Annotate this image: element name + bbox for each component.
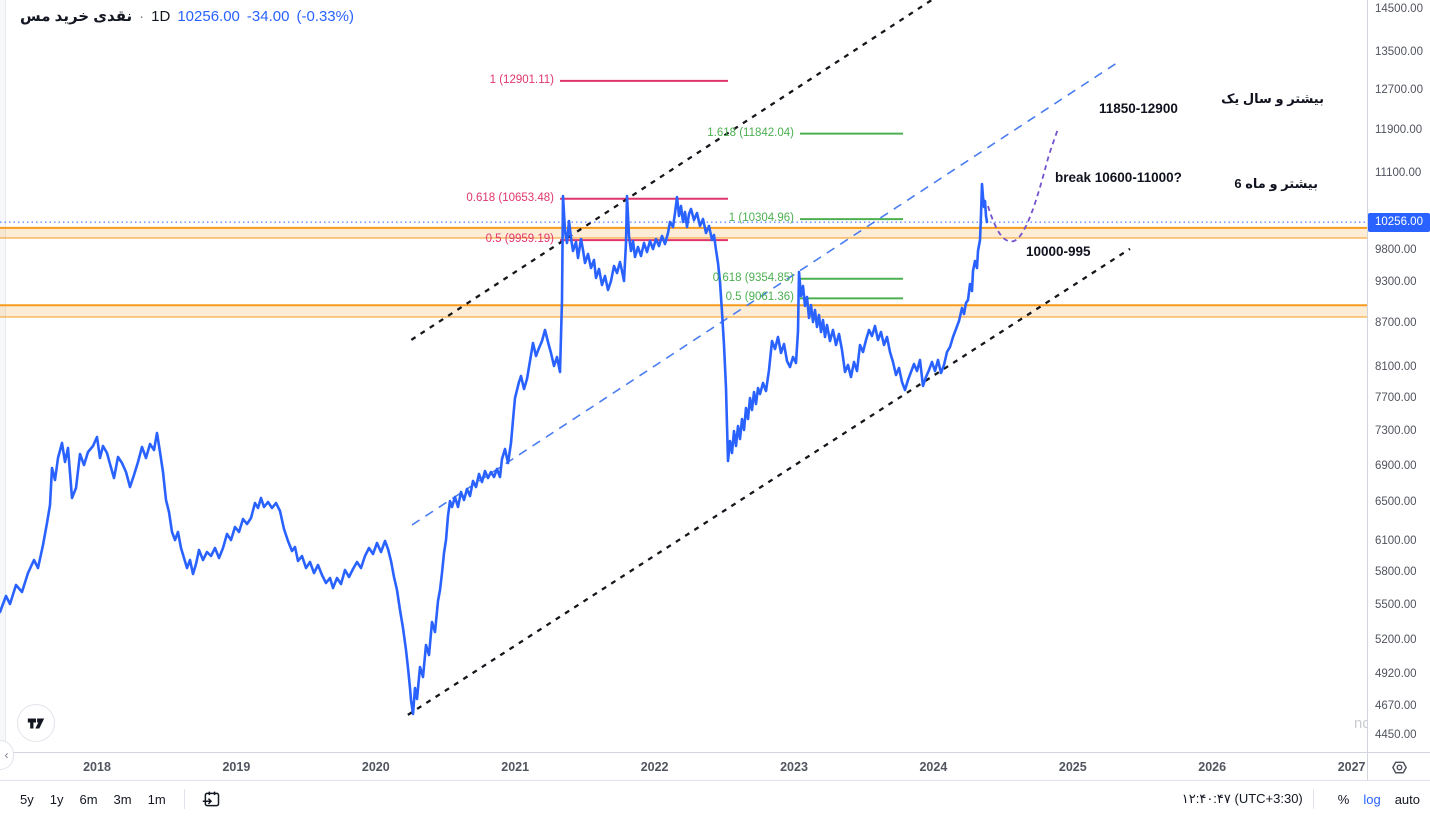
auto-scale-button[interactable]: auto — [1394, 791, 1420, 807]
annotation-break-question[interactable]: break 10600-11000? — [1055, 170, 1182, 185]
lower-channel-dotted[interactable] — [407, 247, 1131, 716]
price-tick-label: 6100.00 — [1375, 535, 1417, 548]
price-tick-label: 9300.00 — [1375, 275, 1417, 288]
left-toolbar-strip — [0, 0, 6, 752]
tradingview-logo[interactable] — [17, 704, 55, 742]
year-tick-label: 2019 — [222, 760, 251, 774]
calendar-icon — [202, 791, 219, 806]
price-tick-label: 4920.00 — [1375, 667, 1417, 680]
price-change-value: -34.00 — [246, 8, 290, 25]
range-button-3m[interactable]: 3m — [113, 791, 132, 807]
fib-extension-label: 0.5 (9061.36) — [725, 291, 794, 304]
price-tick-label: 4450.00 — [1375, 729, 1417, 742]
price-tick-label: 5500.00 — [1375, 599, 1417, 612]
last-price-badge: 10256.00 — [1368, 212, 1430, 232]
tradingview-logo-icon — [27, 718, 45, 729]
range-button-6m[interactable]: 6m — [79, 791, 98, 807]
year-tick-label: 2018 — [83, 760, 111, 774]
price-tick-label: 4670.00 — [1375, 699, 1417, 712]
range-button-1y[interactable]: 1y — [49, 791, 64, 807]
price-tick-label: 5200.00 — [1375, 633, 1417, 646]
price-change-percent: (-0.33%) — [296, 8, 354, 25]
price-tick-label: 13500.00 — [1375, 46, 1423, 59]
year-tick-label: 2020 — [361, 760, 390, 774]
toolbar-divider — [1312, 789, 1314, 809]
fib-retracement-label: 0.5 (9959.19) — [485, 233, 554, 246]
range-button-1m[interactable]: 1m — [147, 791, 166, 807]
axis-corner — [1367, 752, 1430, 781]
fib-extension-label: 1.618 (11842.04) — [707, 126, 794, 139]
price-tick-label: 6900.00 — [1375, 459, 1417, 472]
price-tick-label: 6500.00 — [1375, 496, 1417, 509]
log-scale-button[interactable]: log — [1363, 791, 1381, 807]
fib-retracement-label: 0.618 (10653.48) — [466, 191, 554, 204]
toolbar-divider — [183, 789, 185, 809]
projection-curve[interactable] — [987, 127, 1059, 243]
annotation-fa-one-year[interactable]: یک ‎سال ‎و ‎بیشتر — [1221, 91, 1324, 106]
year-tick-label: 2025 — [1058, 760, 1087, 774]
go-to-date-button[interactable] — [195, 787, 228, 812]
annotation-fa-six-months[interactable]: 6 ‎ماه ‎و ‎بیشتر — [1234, 176, 1318, 191]
price-line-series[interactable] — [0, 182, 989, 716]
last-price-value: 10256.00 — [177, 8, 240, 25]
price-tick-label: 12700.00 — [1375, 84, 1423, 97]
annotation-support-zone[interactable]: 10000-995 — [1026, 244, 1091, 259]
resistance-zone[interactable] — [0, 227, 1367, 238]
price-tick-label: 7300.00 — [1375, 424, 1417, 437]
price-tick-label: 14500.00 — [1375, 2, 1423, 15]
interval-label[interactable]: 1D — [151, 8, 171, 25]
price-tick-label: 8100.00 — [1375, 360, 1417, 373]
price-tick-label: 9800.00 — [1375, 243, 1417, 256]
year-tick-label: 2021 — [501, 760, 530, 774]
upper-channel-dotted[interactable] — [410, 0, 934, 341]
fib-extension-label: 1 (10304.96) — [728, 212, 794, 225]
year-tick-label: 2026 — [1198, 760, 1227, 774]
price-axis[interactable]: 10256.00 14500.00 13500.00 12700.00 11900.0… — [1367, 0, 1430, 752]
price-tick-label: 5800.00 — [1375, 566, 1417, 579]
fib-retracement-label: 1 (12901.11) — [489, 73, 554, 86]
symbol-header: مس ‎خرید ‎نقدی · 1D 10256.00 -34.00 (-0.… — [20, 7, 354, 25]
price-tick-label: 11900.00 — [1375, 124, 1423, 137]
year-tick-label: 2024 — [919, 760, 948, 774]
time-axis[interactable]: 2018 2019 2020 2021 2022 2023 2024 2025 2026 2027 — [0, 752, 1367, 781]
price-tick-label: 7700.00 — [1375, 392, 1417, 405]
price-chart-canvas[interactable] — [0, 0, 1367, 752]
year-tick-label: 2027 — [1337, 760, 1366, 774]
header-separator: · — [139, 8, 145, 25]
price-tick-label: 8700.00 — [1375, 316, 1417, 329]
price-tick-label: 11100.00 — [1375, 166, 1422, 179]
range-button-5y[interactable]: 5y — [20, 791, 34, 807]
percent-scale-button[interactable]: % — [1337, 791, 1350, 807]
year-tick-label: 2023 — [780, 760, 808, 774]
gear-icon[interactable] — [1390, 758, 1409, 777]
mid-channel-dashed[interactable] — [411, 60, 1121, 526]
annotation-target-range[interactable]: 11850-12900 — [1099, 101, 1178, 116]
scale-buttons-group: ۱۲:۴۰:۴۷ (UTC+3:30) % log auto — [1168, 789, 1420, 809]
year-tick-label: 2022 — [640, 760, 669, 774]
symbol-name[interactable]: مس ‎خرید ‎نقدی — [20, 8, 133, 25]
range-buttons-group: 5y 1y 6m 3m 1m — [12, 787, 228, 812]
bottom-toolbar: 5y 1y 6m 3m 1m ۱۲:۴۰:۴۷ (UTC+3:30) % log aut… — [0, 780, 1430, 817]
support-zone[interactable] — [0, 305, 1367, 318]
fib-extension-label: 0.618 (9354.85) — [712, 271, 794, 284]
clock[interactable]: ۱۲:۴۰:۴۷ (UTC+3:30) — [1181, 791, 1303, 806]
